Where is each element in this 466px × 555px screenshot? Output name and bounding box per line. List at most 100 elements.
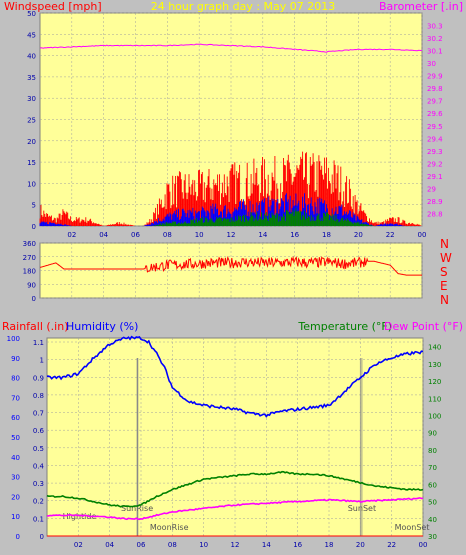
temp-series (46, 335, 424, 537)
temperature-y-tick: 70 (428, 464, 437, 472)
rainfall-y-tick: 0 (40, 533, 44, 541)
wind-y-tick: 15 (27, 159, 36, 167)
temp-x-tick: 08 (168, 541, 177, 549)
windspeed-axis-title: Windspeed [mph] (4, 0, 102, 13)
barometer-y-tick: 30.2 (427, 35, 443, 43)
compass-label: N (440, 237, 449, 251)
humidity-axis-title: Humidity (%) (66, 320, 138, 333)
wind-y-tick: 35 (27, 74, 36, 82)
rainfall-y-tick: 0.3 (33, 480, 44, 488)
rainfall-y-tick: 0.2 (33, 498, 44, 506)
wind-x-tick: 12 (227, 231, 236, 239)
humidity-line (47, 335, 424, 418)
wind-x-tick: 10 (195, 231, 204, 239)
wind-x-tick: 00 (418, 231, 427, 239)
temperature-line (46, 470, 424, 508)
rainfall-y-tick: 0.5 (33, 445, 44, 453)
barometer-line (39, 43, 423, 53)
temperature-y-tick: 110 (428, 395, 441, 403)
direction-y-tick: 90 (27, 281, 36, 289)
wind-x-tick: 02 (67, 231, 76, 239)
humidity-y-tick: 60 (11, 414, 20, 422)
direction-y-tick: 0 (32, 295, 36, 303)
barometer-y-tick: 29.1 (427, 173, 443, 181)
temp-x-tick: 16 (293, 541, 302, 549)
direction-y-tick: 270 (23, 254, 36, 262)
wind-y-tick: 5 (32, 202, 36, 210)
humidity-y-tick: 80 (11, 375, 20, 383)
temp-x-tick: 00 (419, 541, 428, 549)
temperature-y-tick: 60 (428, 481, 437, 489)
wind-x-tick: 08 (163, 231, 172, 239)
rainfall-y-tick: 0.9 (33, 374, 44, 382)
wind-y-tick: 45 (27, 31, 36, 39)
rainfall-y-tick: 0.1 (33, 515, 44, 523)
temp-x-tick: 06 (137, 541, 146, 549)
wind-y-ticks: 0 5 10 15 20 25 30 35 40 45 50 (27, 10, 36, 231)
direction-grid (40, 242, 423, 299)
moonset-label: MoonSet (395, 523, 430, 532)
rainfall-y-tick: 0.6 (33, 427, 45, 435)
wind-x-tick: 20 (354, 231, 363, 239)
hightide-label: Hightide (63, 512, 97, 521)
rainfall-y-tick: 1 (40, 357, 44, 365)
rainfall-axis-title: Rainfall (.in) (2, 320, 69, 333)
temperature-y-tick: 80 (428, 447, 437, 455)
temperature-y-tick: 90 (428, 430, 437, 438)
barometer-y-tick: 29.6 (427, 110, 443, 118)
wind-y-tick: 40 (27, 53, 36, 61)
temperature-y-tick: 100 (428, 412, 441, 420)
compass-label: W (440, 251, 452, 265)
rainfall-y-tick: 0.7 (33, 410, 44, 418)
barometer-y-tick: 28.9 (427, 198, 443, 206)
wind-series (39, 43, 423, 226)
wind-x-tick: 22 (386, 231, 395, 239)
wind-direction-line (39, 255, 422, 276)
wind-y-tick: 25 (27, 117, 36, 125)
rainfall-y-tick: 1.1 (33, 339, 44, 347)
wind-x-ticks: 02 04 06 08 10 12 14 16 18 20 22 00 (67, 231, 426, 239)
sunset-label: SunSet (348, 504, 376, 513)
wind-gust-bars (39, 151, 422, 226)
wind-y-tick: 10 (27, 180, 36, 188)
humidity-y-tick: 90 (11, 355, 20, 363)
compass-label: N (440, 293, 449, 307)
dewpoint-axis-title: Dew Point (°F) (384, 320, 463, 333)
humidity-y-tick: 100 (7, 335, 20, 343)
barometer-y-tick: 29.2 (427, 160, 443, 168)
wind-y-tick: 30 (27, 95, 36, 103)
compass-label: E (440, 279, 448, 293)
temp-x-tick: 20 (356, 541, 365, 549)
chart-title: 24 hour graph day : May 07 2013 (151, 0, 336, 13)
barometer-y-tick: 29.8 (427, 85, 443, 93)
moonrise-label: MoonRise (150, 523, 189, 532)
humidity-y-tick: 10 (11, 513, 20, 521)
humidity-y-ticks: 0 10 20 30 40 50 60 70 80 90 100 (7, 335, 20, 541)
temperature-y-tick: 50 (428, 499, 437, 507)
wind-y-tick: 20 (27, 138, 36, 146)
wind-x-tick: 04 (99, 231, 108, 239)
dewpoint-line (46, 497, 424, 521)
wind-x-tick: 16 (290, 231, 299, 239)
temperature-y-tick: 130 (428, 361, 441, 369)
rainfall-y-tick: 0.8 (33, 392, 44, 400)
temp-x-tick: 14 (262, 541, 271, 549)
humidity-y-tick: 20 (11, 493, 20, 501)
temperature-y-tick: 140 (428, 344, 441, 352)
temp-x-ticks: 02 04 06 08 10 12 14 16 18 20 22 00 (74, 541, 428, 549)
humidity-y-tick: 30 (11, 474, 20, 482)
humidity-y-tick: 0 (16, 533, 20, 541)
barometer-y-tick: 29 (427, 185, 436, 193)
temperature-y-tick: 30 (428, 533, 437, 541)
direction-y-tick: 180 (23, 268, 36, 276)
barometer-y-tick: 30 (427, 60, 436, 68)
barometer-y-tick: 29.7 (427, 98, 443, 106)
temp-x-tick: 04 (105, 541, 114, 549)
wind-low-bars (151, 208, 374, 226)
direction-y-ticks: 0 90 180 270 360 (23, 240, 36, 303)
humidity-y-tick: 40 (11, 454, 20, 462)
barometer-y-ticks: 28.8 28.9 29 29.1 29.2 29.3 29.4 29.5 29.6 29.7 29… (427, 23, 443, 219)
